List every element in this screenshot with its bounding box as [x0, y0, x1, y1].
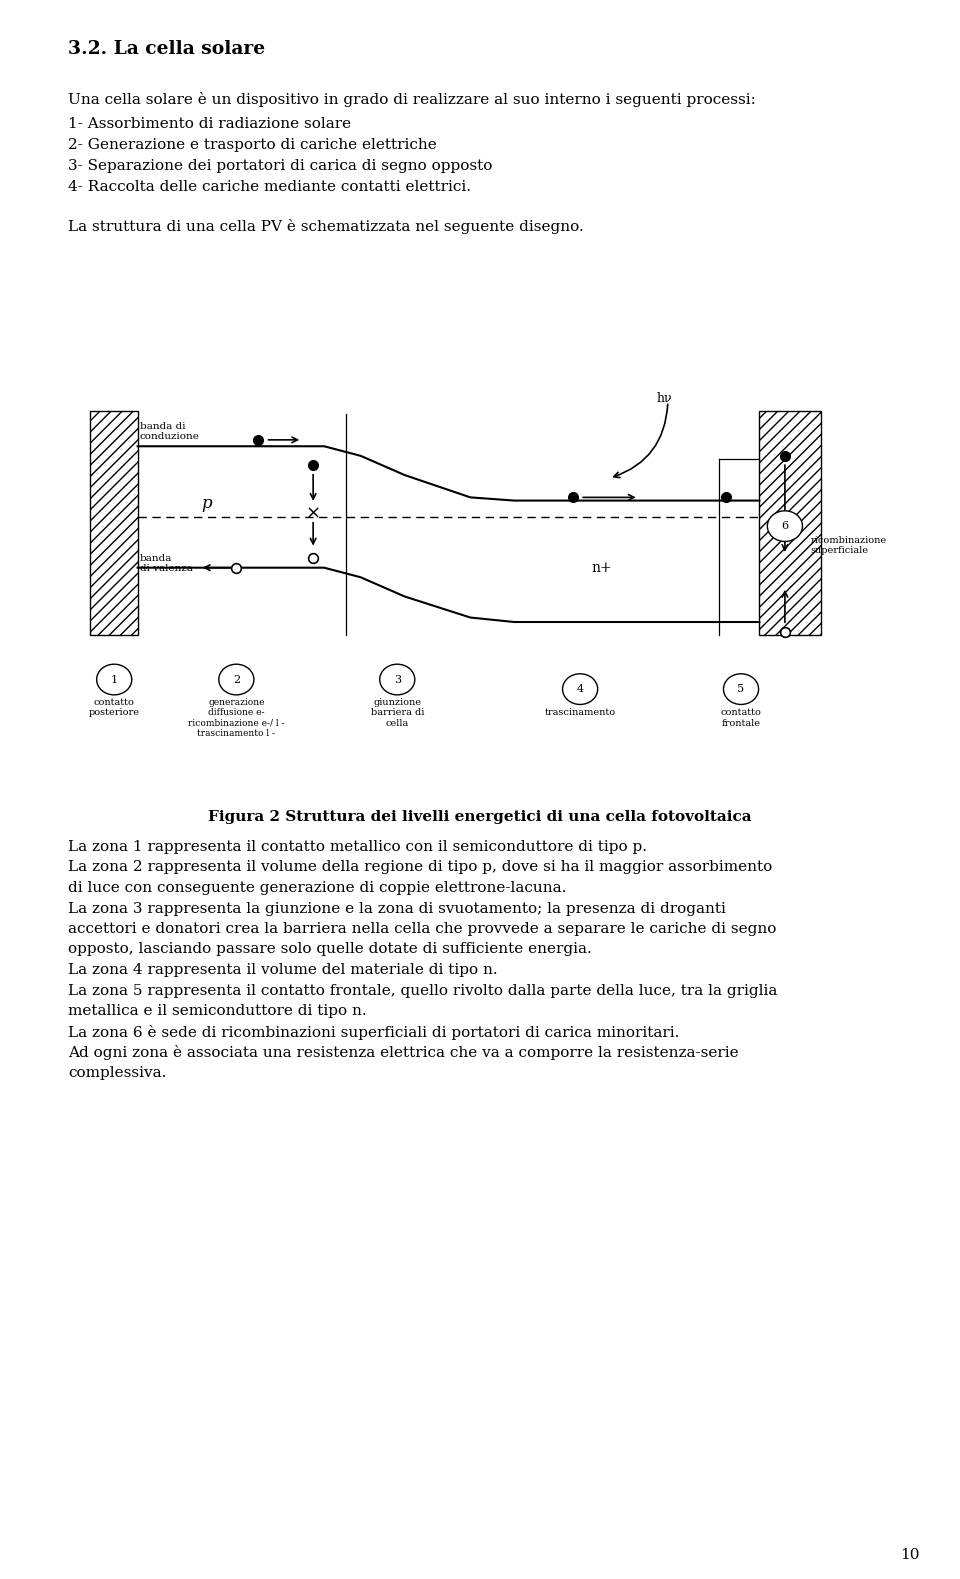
Text: 2- Generazione e trasporto di cariche elettriche: 2- Generazione e trasporto di cariche el…	[68, 137, 437, 152]
Text: La zona 4 rappresenta il volume del materiale di tipo n.: La zona 4 rappresenta il volume del mate…	[68, 963, 497, 977]
Text: p: p	[202, 496, 212, 512]
Text: metallica e il semiconduttore di tipo n.: metallica e il semiconduttore di tipo n.	[68, 1004, 367, 1018]
Text: di luce con conseguente generazione di coppie elettrone-lacuna.: di luce con conseguente generazione di c…	[68, 881, 566, 895]
Text: La zona 5 rappresenta il contatto frontale, quello rivolto dalla parte della luc: La zona 5 rappresenta il contatto fronta…	[68, 984, 778, 998]
Text: giunzione
barriera di
cella: giunzione barriera di cella	[371, 698, 424, 728]
Text: banda di
conduzione: banda di conduzione	[140, 422, 200, 442]
Text: 3: 3	[394, 674, 401, 685]
Text: 1: 1	[110, 674, 118, 685]
Bar	[90, 411, 137, 635]
Circle shape	[724, 674, 758, 704]
Text: 1- Assorbimento di radiazione solare: 1- Assorbimento di radiazione solare	[68, 117, 351, 131]
Circle shape	[563, 674, 598, 704]
Text: La zona 2 rappresenta il volume della regione di tipo p, dove si ha il maggior a: La zona 2 rappresenta il volume della re…	[68, 861, 772, 875]
Text: 5: 5	[737, 684, 745, 695]
Circle shape	[97, 665, 132, 695]
FancyArrowPatch shape	[613, 404, 668, 477]
Text: 3.2. La cella solare: 3.2. La cella solare	[68, 39, 265, 58]
Text: La struttura di una cella PV è schematizzata nel seguente disegno.: La struttura di una cella PV è schematiz…	[68, 219, 584, 234]
Text: Ad ogni zona è associata una resistenza elettrica che va a comporre la resistenz: Ad ogni zona è associata una resistenza …	[68, 1045, 738, 1060]
Text: 10: 10	[900, 1547, 920, 1562]
Text: ×: ×	[305, 504, 321, 523]
Text: 4- Raccolta delle cariche mediante contatti elettrici.: 4- Raccolta delle cariche mediante conta…	[68, 180, 471, 194]
Text: ricombinazione
superficiale: ricombinazione superficiale	[810, 535, 887, 556]
Text: accettori e donatori crea la barriera nella cella che provvede a separare le car: accettori e donatori crea la barriera ne…	[68, 922, 777, 936]
Bar	[759, 411, 822, 635]
Text: n+: n+	[591, 561, 612, 575]
Text: 6: 6	[781, 521, 788, 531]
Text: contatto
frontale: contatto frontale	[721, 709, 761, 728]
Text: generazione
diffusione e-
ricombinazione e-/ l -
trascinamento l -: generazione diffusione e- ricombinazione…	[188, 698, 284, 739]
Text: trascinamento: trascinamento	[544, 709, 615, 717]
Text: opposto, lasciando passare solo quelle dotate di sufficiente energia.: opposto, lasciando passare solo quelle d…	[68, 943, 591, 957]
Text: 4: 4	[577, 684, 584, 695]
Text: La zona 3 rappresenta la giunzione e la zona di svuotamento; la presenza di drog: La zona 3 rappresenta la giunzione e la …	[68, 902, 726, 916]
Text: La zona 1 rappresenta il contatto metallico con il semiconduttore di tipo p.: La zona 1 rappresenta il contatto metall…	[68, 840, 647, 854]
Text: 3- Separazione dei portatori di carica di segno opposto: 3- Separazione dei portatori di carica d…	[68, 159, 492, 174]
Text: 2: 2	[232, 674, 240, 685]
Text: La zona 6 è sede di ricombinazioni superficiali di portatori di carica minoritar: La zona 6 è sede di ricombinazioni super…	[68, 1025, 680, 1039]
Text: contatto
posteriore: contatto posteriore	[88, 698, 140, 717]
Text: Una cella solare è un dispositivo in grado di realizzare al suo interno i seguen: Una cella solare è un dispositivo in gra…	[68, 92, 756, 107]
Circle shape	[380, 665, 415, 695]
Text: hν: hν	[657, 392, 673, 404]
Text: complessiva.: complessiva.	[68, 1066, 166, 1080]
Text: Figura 2 Struttura dei livelli energetici di una cella fotovoltaica: Figura 2 Struttura dei livelli energetic…	[208, 810, 752, 824]
Circle shape	[767, 512, 803, 542]
Text: banda
di valenza: banda di valenza	[140, 554, 193, 573]
Circle shape	[219, 665, 253, 695]
